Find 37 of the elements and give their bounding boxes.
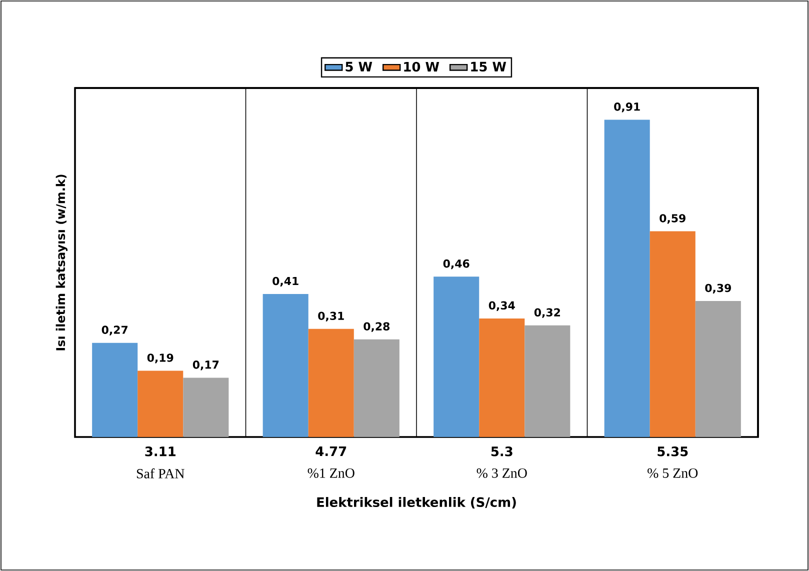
bar [92,342,138,437]
data-label: 0,27 [102,326,128,336]
data-label: 0,46 [443,259,470,270]
bar [138,370,184,437]
data-label: 0,32 [534,308,560,318]
data-label: 0,34 [488,301,515,311]
bar [604,120,650,437]
bar [479,318,525,437]
y-axis-title: Isı iletim katsayısı (w/m.k) [56,174,68,350]
bar [434,276,480,437]
legend-label: 15 W [471,62,506,72]
data-label: 0,39 [705,284,731,294]
x-tick-label: 3.11 [145,446,176,456]
data-label: 0,31 [318,312,344,322]
bar [354,339,400,437]
bar [695,301,741,437]
text: Saf PAN [136,468,184,478]
data-label: 0,28 [364,322,390,332]
bar [524,325,570,437]
data-label: 0,17 [192,360,219,370]
text: %1 ZnO [308,468,354,478]
x-axis-title: Elektriksel iletkenlik (S/cm) [317,497,516,509]
x-tick-label: 5.3 [491,446,512,456]
data-label: 0,41 [272,276,298,287]
data-label: 0,19 [147,354,174,364]
bar [262,294,308,437]
bar [183,378,229,437]
bar [650,231,696,437]
text: % 5 ZnO [648,468,698,478]
x-tick-label: 5.35 [658,446,688,456]
bar [308,328,354,437]
x-tick-label: 4.77 [316,446,346,456]
legend-label: 5 W [346,62,372,72]
text: % 3 ZnO [476,468,527,478]
data-label: 0,91 [614,102,640,112]
data-label: 0,59 [660,214,686,224]
legend-label: 10 W [404,62,440,72]
